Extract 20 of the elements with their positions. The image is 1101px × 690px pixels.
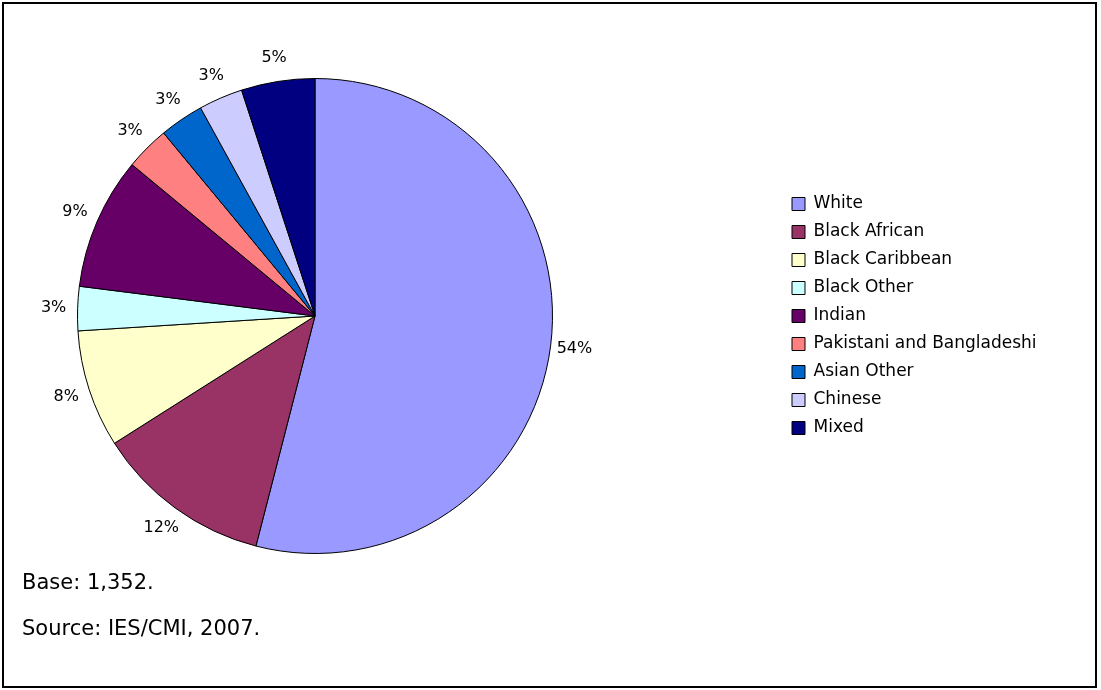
legend-label: Pakistani and Bangladeshi	[813, 332, 1037, 353]
data-label: 9%	[62, 201, 88, 221]
legend-label: Chinese	[813, 388, 882, 409]
legend-label: Mixed	[813, 416, 864, 437]
text: Base: 1,352.	[22, 570, 154, 594]
data-label: 54%	[556, 337, 593, 357]
data-label: 3%	[155, 88, 181, 108]
source-note: Source: IES/CMI, 2007.	[22, 616, 261, 640]
legend-label: Black African	[813, 220, 925, 241]
legend-label: Indian	[813, 304, 866, 325]
data-label: 3%	[117, 120, 143, 140]
data-label: 3%	[198, 65, 224, 85]
legend-label: Black Other	[813, 276, 914, 297]
legend-label: White	[813, 192, 863, 213]
legend-label: Asian Other	[813, 360, 914, 381]
legend-label: Black Caribbean	[813, 248, 953, 269]
data-label: 5%	[261, 46, 287, 66]
data-label: 3%	[40, 296, 67, 316]
data-label: 8%	[53, 385, 79, 405]
data-label: 12%	[143, 516, 180, 536]
